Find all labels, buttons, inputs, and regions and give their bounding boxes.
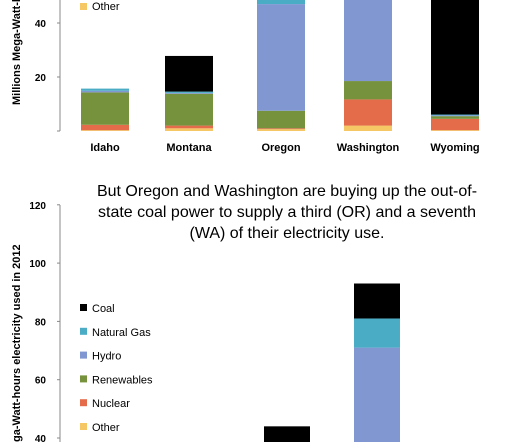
bottom-bar-washington-coal xyxy=(354,283,400,319)
bottom-bar-washington-hydro xyxy=(354,347,400,442)
top-bar-oregon-hydro xyxy=(257,4,305,111)
top-category-labels: Idaho Montana Oregon Washington Wyoming xyxy=(90,142,479,154)
top-bar-idaho-hydro xyxy=(81,90,129,93)
top-category-idaho: Idaho xyxy=(90,142,120,154)
top-bar-montana-other xyxy=(165,128,213,131)
top-legend: Other xyxy=(80,1,120,13)
top-bar-washington-hydro xyxy=(344,0,392,82)
top-bar-idaho-other xyxy=(81,130,129,131)
top-bar-wyoming-coal xyxy=(431,0,479,115)
bottom-legend-swatch-natural-gas xyxy=(80,327,87,335)
bottom-legend: Coal Natural Gas Hydro Renewables Nuclear Oth… xyxy=(80,303,153,434)
top-bar-oregon-renewables xyxy=(257,110,305,129)
bottom-y-axis-label: ga-Watt-hours electricity used in 2012 xyxy=(11,244,23,442)
bottom-y-tick-label: 80 xyxy=(35,317,47,328)
top-bar-montana-coal xyxy=(165,55,213,92)
bottom-legend-label-hydro: Hydro xyxy=(92,351,121,363)
bottom-bars xyxy=(264,283,400,442)
bottom-legend-swatch-renewables xyxy=(80,375,87,383)
bottom-chart: But Oregon and Washington are buying up … xyxy=(11,183,477,442)
top-y-axis-label: Millions Mega-Watt-h xyxy=(11,0,23,105)
top-bar-oregon-natural-gas xyxy=(257,0,305,5)
bottom-chart-title-line-2: state coal power to supply a third (OR) … xyxy=(98,204,476,221)
bottom-y-tick-label: 100 xyxy=(29,259,46,270)
bottom-legend-swatch-coal xyxy=(80,304,87,311)
bottom-chart-title-line-3: (WA) of their electricity use. xyxy=(189,225,384,242)
bottom-y-tick-label: 60 xyxy=(35,376,47,387)
top-bar-oregon-nuclear xyxy=(257,128,305,130)
top-bar-wyoming-natural-gas xyxy=(431,114,479,116)
bottom-legend-swatch-hydro xyxy=(80,351,87,359)
top-bar-montana-renewables xyxy=(165,93,213,126)
bottom-legend-label-nuclear: Nuclear xyxy=(92,398,130,410)
bottom-y-tick-label: 40 xyxy=(35,434,47,442)
bottom-legend-label-coal: Coal xyxy=(92,303,115,315)
bottom-legend-swatch-nuclear xyxy=(80,399,87,407)
bottom-y-tick-label: 120 xyxy=(29,201,46,212)
top-bar-wyoming-other xyxy=(431,130,479,131)
top-bar-montana-natural-gas xyxy=(165,91,213,93)
top-y-tick-label: 20 xyxy=(35,73,47,84)
top-category-wyoming: Wyoming xyxy=(430,142,479,154)
bottom-legend-label-natural-gas: Natural Gas xyxy=(92,327,151,339)
top-legend-swatch-other xyxy=(80,3,87,10)
top-bars xyxy=(81,0,479,131)
bottom-legend-swatch-other xyxy=(80,423,87,430)
top-bar-wyoming-nuclear xyxy=(431,118,479,131)
top-legend-label-other: Other xyxy=(92,1,120,13)
bottom-bar-oregon-coal xyxy=(264,426,310,442)
top-category-oregon: Oregon xyxy=(261,142,300,154)
bottom-y-ticks: 120 100 80 60 40 xyxy=(29,201,60,442)
bottom-bar-washington-natural-gas xyxy=(354,318,400,348)
top-y-tick-label: 40 xyxy=(35,19,47,30)
top-bar-washington-renewables xyxy=(344,81,392,100)
top-category-montana: Montana xyxy=(166,142,212,154)
top-bar-washington-nuclear xyxy=(344,99,392,126)
bottom-legend-label-renewables: Renewables xyxy=(92,374,153,386)
top-bar-idaho-natural-gas xyxy=(81,88,129,91)
top-bar-montana-nuclear xyxy=(165,125,213,129)
top-bar-washington-other xyxy=(344,125,392,131)
top-bar-idaho-nuclear xyxy=(81,124,129,131)
top-category-washington: Washington xyxy=(337,142,400,154)
top-bar-wyoming-renewables xyxy=(431,116,479,119)
top-bar-montana-hydro xyxy=(165,92,213,94)
top-bar-wyoming-hydro xyxy=(431,115,479,117)
bottom-legend-label-other: Other xyxy=(92,422,120,434)
top-bar-idaho-renewables xyxy=(81,92,129,125)
bottom-chart-title-line-1: But Oregon and Washington are buying up … xyxy=(97,183,477,200)
top-bar-oregon-other xyxy=(257,129,305,131)
